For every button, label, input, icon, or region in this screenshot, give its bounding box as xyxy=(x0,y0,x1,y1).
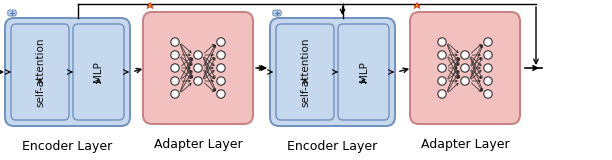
Circle shape xyxy=(438,90,446,98)
FancyBboxPatch shape xyxy=(410,12,520,124)
Text: Encoder Layer: Encoder Layer xyxy=(288,140,378,153)
Circle shape xyxy=(217,64,225,72)
Text: self-attention: self-attention xyxy=(35,37,45,107)
FancyBboxPatch shape xyxy=(270,18,395,126)
FancyBboxPatch shape xyxy=(5,18,130,126)
Circle shape xyxy=(484,77,492,85)
Text: Adapter Layer: Adapter Layer xyxy=(420,138,509,151)
FancyBboxPatch shape xyxy=(276,24,334,120)
FancyBboxPatch shape xyxy=(273,10,281,16)
FancyBboxPatch shape xyxy=(11,24,69,120)
Circle shape xyxy=(484,90,492,98)
Circle shape xyxy=(438,77,446,85)
Text: MLP: MLP xyxy=(94,62,103,82)
Circle shape xyxy=(194,64,202,72)
Circle shape xyxy=(171,64,179,72)
Circle shape xyxy=(217,77,225,85)
Circle shape xyxy=(171,38,179,46)
Circle shape xyxy=(461,77,469,85)
Circle shape xyxy=(461,64,469,72)
Circle shape xyxy=(438,51,446,59)
Text: Adapter Layer: Adapter Layer xyxy=(154,138,242,151)
Circle shape xyxy=(484,64,492,72)
Circle shape xyxy=(484,51,492,59)
Circle shape xyxy=(171,77,179,85)
Circle shape xyxy=(217,90,225,98)
Polygon shape xyxy=(149,4,151,7)
Circle shape xyxy=(217,38,225,46)
Polygon shape xyxy=(147,3,153,9)
Text: self-attention: self-attention xyxy=(300,37,310,107)
FancyBboxPatch shape xyxy=(73,24,124,120)
FancyBboxPatch shape xyxy=(338,24,389,120)
Circle shape xyxy=(194,77,202,85)
Circle shape xyxy=(171,51,179,59)
Text: MLP: MLP xyxy=(359,62,368,82)
FancyBboxPatch shape xyxy=(143,12,253,124)
Circle shape xyxy=(171,90,179,98)
Circle shape xyxy=(217,51,225,59)
Circle shape xyxy=(194,51,202,59)
Circle shape xyxy=(461,51,469,59)
FancyBboxPatch shape xyxy=(8,10,16,16)
Circle shape xyxy=(438,38,446,46)
Text: Encoder Layer: Encoder Layer xyxy=(23,140,113,153)
Circle shape xyxy=(438,64,446,72)
Circle shape xyxy=(484,38,492,46)
Polygon shape xyxy=(414,3,420,9)
Polygon shape xyxy=(416,4,418,7)
